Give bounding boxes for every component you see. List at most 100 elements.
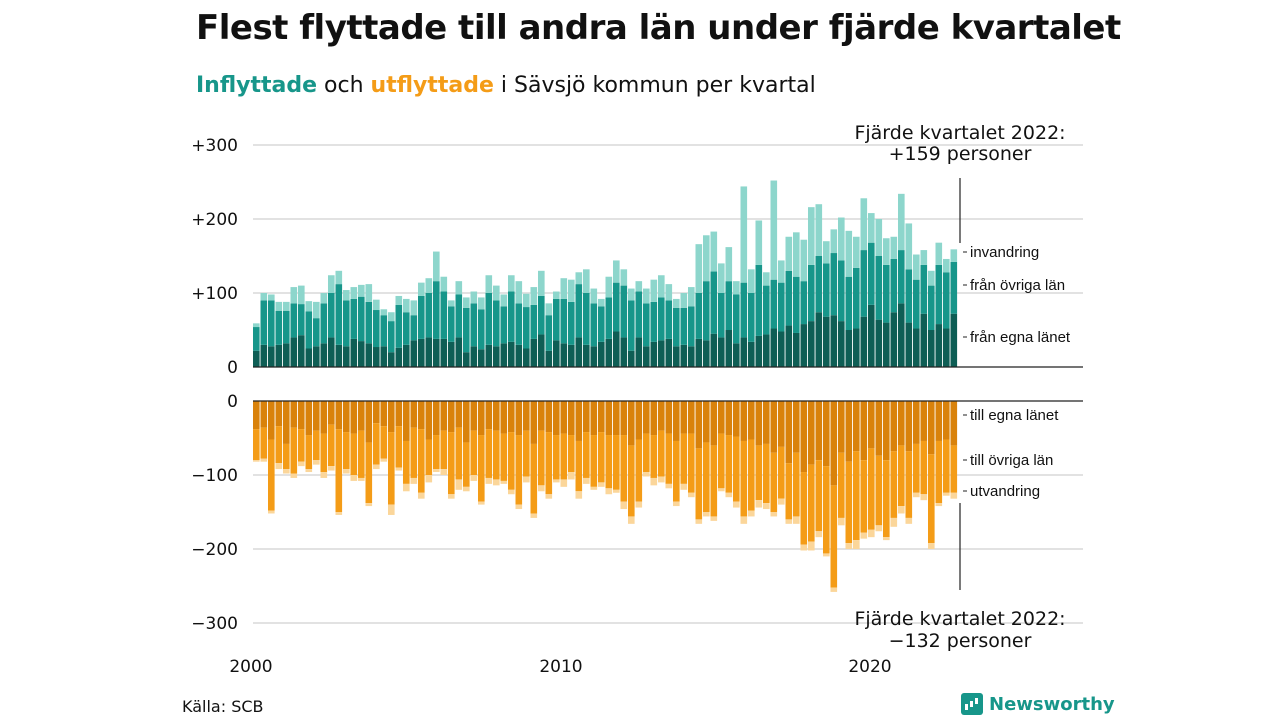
bar-in-other-counties [493,300,500,347]
bar-in-own-county [575,337,583,367]
bar-in-immigration [725,247,733,282]
bar-in-own-county [935,324,943,367]
bar-out-other-counties [485,429,493,478]
series-label-out: utvandring [970,483,1040,500]
bar-out-own-county [508,401,515,433]
bar-in-own-county [440,338,448,367]
bar-out-own-county [553,401,560,436]
bar-in-immigration [695,244,703,293]
y-tick-label-bottom: −100 [191,466,238,486]
bar-out-emigration [305,469,313,473]
bar-in-immigration [358,284,365,297]
bar-in-own-county [560,343,568,367]
series-label-in: invandring [970,244,1039,261]
bar-out-other-counties [470,430,478,475]
bar-out-own-county [328,401,335,425]
bar-in-other-counties [920,264,928,314]
bar-out-own-county [463,401,470,443]
bar-out-other-counties [478,435,485,502]
bar-in-own-county [620,337,628,367]
bar-in-other-counties [695,293,703,339]
bar-out-emigration [358,477,365,481]
bar-in-own-county [673,346,680,367]
bar-out-emigration [253,460,260,462]
bar-in-own-county [703,340,710,367]
bar-in-immigration [395,295,403,305]
bar-in-own-county [695,338,703,367]
bar-in-other-counties [268,300,275,347]
bar-in-immigration [605,276,613,298]
bar-out-emigration [770,512,778,517]
bar-out-emigration [695,519,703,524]
bar-in-own-county [950,313,958,367]
bar-in-immigration [500,294,508,307]
bar-in-other-counties [943,272,950,329]
bar-out-other-counties [733,436,740,502]
y-tick-label-top: +200 [191,210,238,230]
bar-in-own-county [433,338,440,367]
bar-out-own-county [860,401,868,461]
bar-in-immigration [598,298,605,307]
bar-in-immigration [583,269,590,293]
bar-in-immigration [350,287,358,299]
bar-in-other-counties [313,318,320,347]
bar-out-emigration [950,492,958,499]
bar-out-emigration [635,501,643,508]
bar-out-other-counties [553,435,560,480]
bar-in-other-counties [478,309,485,350]
bar-out-own-county [913,401,920,444]
annotation-bottom-line1: Fjärde kvartalet 2022: [854,608,1065,630]
bar-out-emigration [688,492,695,498]
bar-in-other-counties [823,263,830,317]
bar-out-own-county [365,401,373,443]
bar-out-own-county [583,401,590,433]
bar-in-own-county [350,338,358,367]
bar-in-immigration [260,293,268,301]
bar-out-other-counties [305,435,313,470]
bar-in-own-county [748,341,755,367]
bar-out-own-county [298,401,305,430]
bar-out-emigration [545,494,553,499]
bar-out-emigration [725,492,733,498]
bar-out-other-counties [695,448,703,520]
bar-out-own-county [598,401,605,433]
bar-in-immigration [433,251,440,282]
bar-in-own-county [455,337,463,367]
bar-out-emigration [800,544,808,551]
bar-out-emigration [830,587,838,592]
bar-in-other-counties [733,294,740,344]
bar-out-emigration [553,479,560,483]
bar-in-immigration [410,300,418,316]
bar-in-immigration [943,258,950,273]
bar-out-other-counties [755,445,763,501]
bar-in-immigration [365,284,373,302]
annotation-bottom-line2: −132 personer [889,630,1032,652]
bar-in-other-counties [598,306,605,342]
bar-out-other-counties [703,442,710,512]
bar-out-emigration [410,477,418,484]
bar-out-other-counties [560,433,568,480]
bar-in-own-county [290,337,298,367]
bar-in-other-counties [845,276,853,330]
bar-out-other-counties [530,443,538,514]
bar-in-own-county [898,303,905,367]
bar-in-immigration [305,301,313,312]
bar-in-other-counties [673,307,680,347]
bar-out-own-county [748,401,755,440]
bar-in-own-county [523,348,530,367]
subtitle-inflow-word: Inflyttade [196,73,318,98]
bar-in-other-counties [298,304,305,336]
bar-out-emigration [373,464,380,470]
bar-out-own-county [793,401,800,453]
newsworthy-logo[interactable]: Newsworthy [961,693,1115,715]
bar-in-own-county [860,316,868,367]
bar-out-emigration [680,483,688,490]
bar-out-emigration [403,483,410,492]
bar-out-emigration [665,483,673,489]
y-tick-label-top: +300 [191,136,238,156]
bar-in-own-county [313,346,320,367]
bar-in-other-counties [620,285,628,338]
bar-out-emigration [658,476,665,483]
bar-in-own-county [410,340,418,367]
bar-in-other-counties [568,301,575,345]
